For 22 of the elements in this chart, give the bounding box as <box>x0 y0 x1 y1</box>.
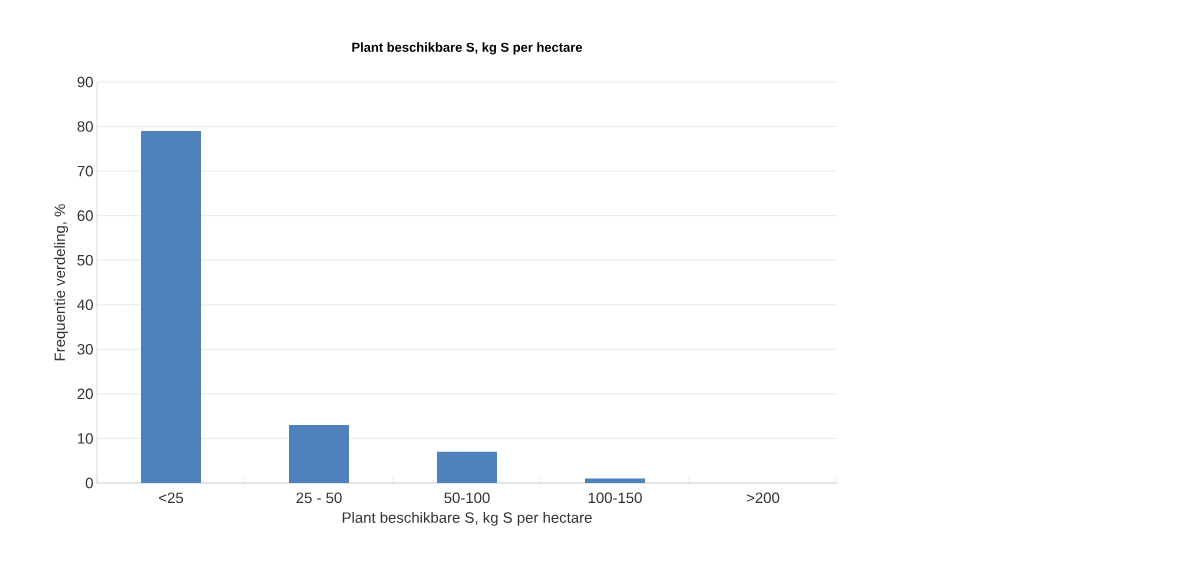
y-axis-title: Frequentie verdeling, % <box>54 204 69 361</box>
y-tick-label: 80 <box>77 121 93 132</box>
bar <box>437 451 497 483</box>
bar <box>289 425 349 483</box>
y-tick-label: 60 <box>77 210 93 221</box>
x-tick-label: 50-100 <box>444 492 490 504</box>
bar <box>585 478 646 483</box>
bar <box>141 131 201 483</box>
chart-title: Plant beschikbare S, kg S per hectare <box>352 42 583 55</box>
y-tick-label: 20 <box>77 388 93 400</box>
y-tick-label: 70 <box>77 165 93 177</box>
y-tick-label: 50 <box>77 254 93 266</box>
x-tick-label: 25 - 50 <box>296 492 342 504</box>
x-axis-title: Plant beschikbare S, kg S per hectare <box>342 511 592 526</box>
x-tick-label: <25 <box>159 492 184 504</box>
y-tick-label: 90 <box>77 76 93 88</box>
y-tick-label: 40 <box>77 299 93 311</box>
y-tick-label: 0 <box>85 477 93 489</box>
y-tick-label: 30 <box>77 344 93 355</box>
x-tick-label: 100-150 <box>588 492 642 504</box>
y-tick-label: 10 <box>78 433 93 444</box>
x-tick-label: >200 <box>746 492 780 504</box>
